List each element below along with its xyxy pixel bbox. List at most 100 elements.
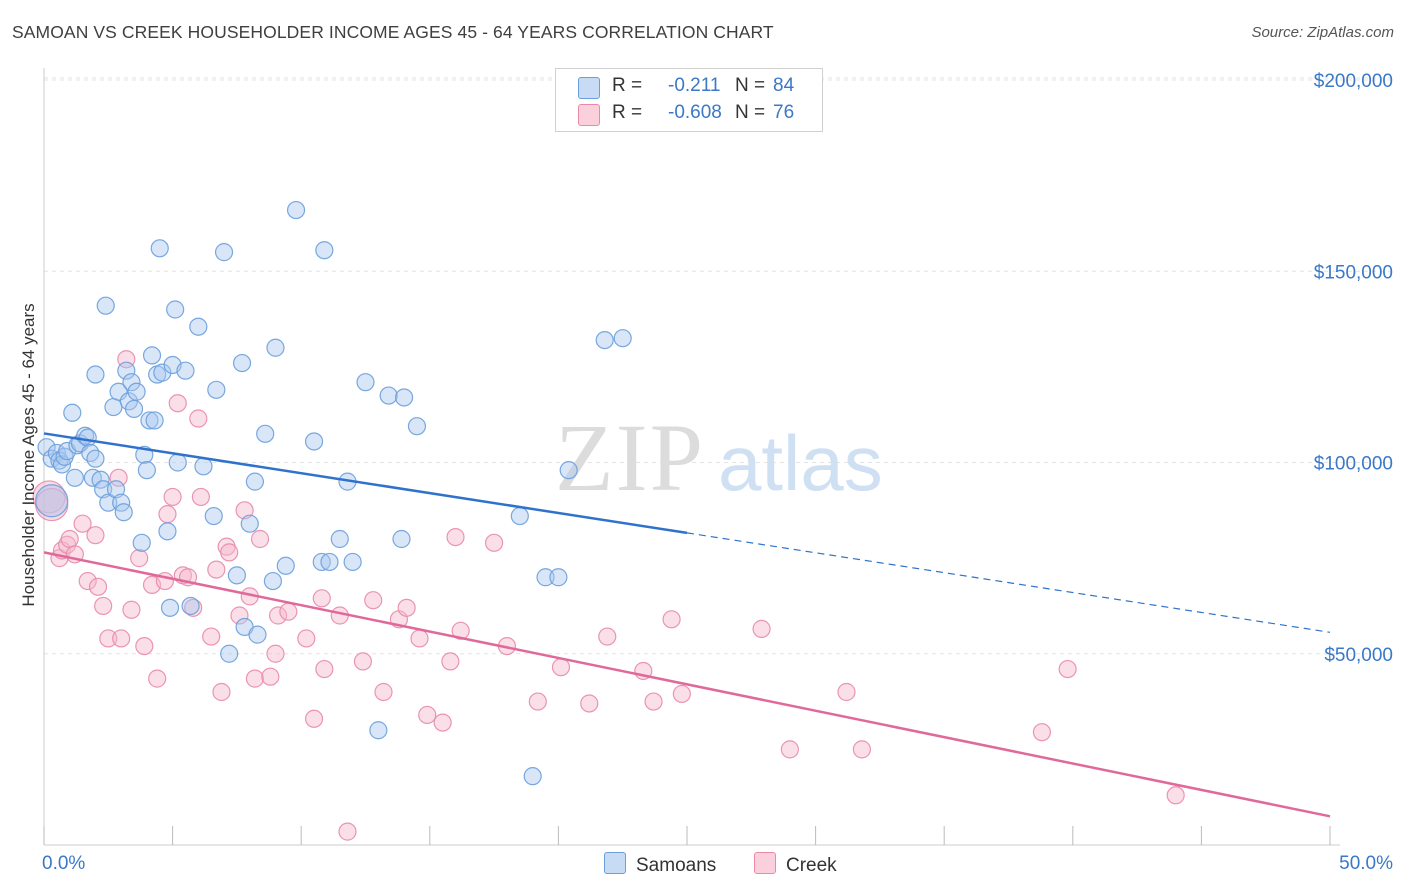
creek-point <box>297 629 316 648</box>
samoans-point <box>286 200 306 220</box>
samoans-point <box>304 432 324 451</box>
x-tick-labels: 0.0% 50.0% <box>42 853 1393 874</box>
creek-point <box>60 529 79 549</box>
creek-point <box>230 606 249 625</box>
chart-title: SAMOAN VS CREEK HOUSEHOLDER INCOME AGES … <box>12 22 774 42</box>
samoans-trend-line <box>43 432 688 535</box>
bottom-legend-swatch-samoans <box>604 852 626 874</box>
samoans-point <box>104 397 123 417</box>
creek-point <box>446 527 465 547</box>
creek-point <box>1166 786 1185 805</box>
creek-point <box>528 692 547 711</box>
samoans-point <box>132 533 151 552</box>
samoans-point <box>549 568 568 587</box>
samoans-point <box>379 386 398 405</box>
samoans-point <box>176 361 195 380</box>
creek-point <box>338 822 357 841</box>
samoans-point <box>153 363 172 382</box>
samoans-point <box>407 417 427 436</box>
samoans-point <box>140 411 159 430</box>
samoans-point <box>613 329 632 348</box>
creek-point <box>135 636 154 656</box>
samoans-point <box>145 411 164 430</box>
creek-point <box>837 682 856 702</box>
samoans-point <box>166 300 185 319</box>
samoans-point <box>189 317 208 336</box>
legend-r-value-creek: -0.608 <box>668 102 722 123</box>
samoans-point <box>232 353 252 373</box>
samoans-points <box>35 200 632 786</box>
samoans-point <box>99 493 118 512</box>
samoans-point <box>114 503 133 522</box>
creek-point <box>485 533 504 552</box>
legend-swatch-creek <box>578 104 600 126</box>
creek-point <box>212 682 231 702</box>
samoans-point <box>194 457 213 476</box>
legend-n-value-samoans: 84 <box>773 75 795 96</box>
samoans-point <box>94 480 113 499</box>
creek-point <box>99 629 118 648</box>
samoans-point <box>214 243 234 262</box>
watermark-zip: ZIP <box>555 404 705 511</box>
creek-point <box>598 627 617 646</box>
samoans-point <box>142 346 162 365</box>
creek-point <box>672 684 691 704</box>
y-tick-labels: $50,000 $100,000 $150,000 $200,000 <box>1314 71 1393 666</box>
creek-point <box>78 571 97 591</box>
creek-point <box>268 606 288 625</box>
creek-point <box>451 621 470 640</box>
creek-point <box>852 740 871 759</box>
creek-point <box>353 652 373 671</box>
creek-point <box>580 694 599 713</box>
samoans-point <box>343 552 362 572</box>
creek-point <box>266 644 285 663</box>
samoans-point <box>86 449 105 468</box>
creek-point <box>374 682 393 702</box>
samoans-point <box>312 552 331 572</box>
creek-point <box>86 526 105 545</box>
creek-point <box>168 394 187 413</box>
creek-point <box>780 740 799 759</box>
samoans-point <box>181 596 200 616</box>
watermark-atlas: atlas <box>718 419 883 507</box>
creek-point <box>122 600 141 619</box>
samoans-point <box>330 529 349 549</box>
creek-point <box>364 591 383 610</box>
samoans-point <box>227 566 246 585</box>
samoans-point <box>276 556 295 575</box>
legend-r-value-samoans: -0.211 <box>668 75 721 96</box>
creek-point <box>109 468 128 487</box>
creek-point <box>73 514 92 533</box>
samoans-point <box>63 403 82 422</box>
creek-point <box>163 487 182 507</box>
samoans-point <box>315 241 334 260</box>
samoans-point <box>137 461 156 480</box>
creek-point <box>261 667 280 686</box>
creek-point <box>662 610 681 629</box>
samoans-point <box>127 382 146 401</box>
samoans-point <box>536 568 555 587</box>
y-tick-label-3: $200,000 <box>1314 71 1393 92</box>
creek-point <box>433 713 452 732</box>
samoans-point <box>320 552 339 572</box>
legend-n-label: N = <box>735 75 766 96</box>
creek-point <box>220 543 239 562</box>
creek-point <box>202 627 221 646</box>
samoans-point <box>96 296 115 315</box>
creek-point <box>235 501 254 520</box>
y-tick-label-1: $100,000 <box>1314 454 1393 475</box>
samoans-trend-extension <box>686 532 1331 633</box>
samoans-point <box>117 361 136 380</box>
samoans-point <box>394 388 414 407</box>
bottom-legend-label-samoans: Samoans <box>636 855 717 876</box>
samoans-point <box>220 644 239 663</box>
samoans-point <box>122 373 141 392</box>
samoans-point <box>150 239 169 258</box>
axes <box>43 68 1340 846</box>
samoans-point <box>523 767 542 786</box>
samoans-point <box>204 506 223 526</box>
creek-point <box>250 529 270 549</box>
samoans-point <box>35 484 69 518</box>
creek-point <box>130 549 149 568</box>
samoans-point <box>240 514 259 533</box>
